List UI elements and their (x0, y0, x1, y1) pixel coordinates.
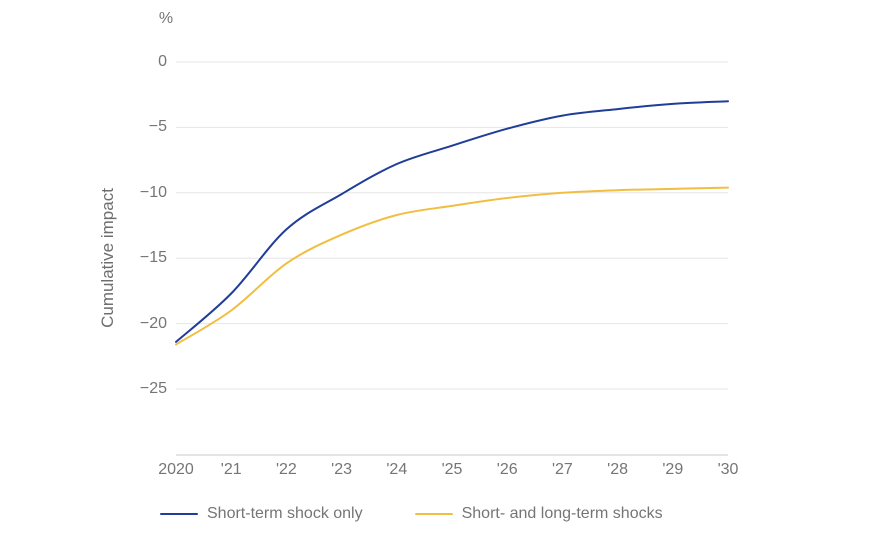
legend-label: Short-term shock only (207, 505, 363, 522)
y-tick-label: −5 (148, 118, 167, 136)
legend: Short-term shock only Short- and long-te… (160, 505, 663, 523)
x-tick-label: 2020 (158, 461, 194, 478)
legend-item-short-term: Short-term shock only (160, 505, 363, 523)
series-line-1 (175, 186, 729, 346)
y-tick-label: 0 (158, 53, 167, 70)
y-axis-title: Cumulative impact (98, 188, 117, 328)
x-tick-label: '30 (717, 461, 739, 478)
legend-swatch-blue-line (160, 513, 198, 515)
x-tick-label: '21 (220, 461, 242, 478)
y-tick-label: −20 (139, 314, 167, 332)
x-tick-label: '28 (607, 461, 629, 478)
y-tick-label: −25 (139, 380, 167, 397)
x-tick-label: '27 (551, 461, 573, 478)
gridlines (176, 61, 728, 390)
x-tick-label: '23 (331, 461, 353, 478)
x-tick-label: '22 (275, 461, 297, 478)
legend-item-short-and-long-term: Short- and long-term shocks (414, 505, 663, 523)
series-line-0 (175, 100, 729, 343)
x-tick-label: '25 (441, 461, 463, 478)
x-tick-label: '29 (662, 461, 684, 478)
y-tick-label: −15 (139, 249, 167, 267)
x-tick-label: '26 (496, 461, 518, 478)
y-axis-unit-label: % (158, 10, 174, 27)
legend-label: Short- and long-term shocks (461, 505, 663, 522)
legend-swatch-yellow-line (414, 513, 453, 515)
y-tick-label: −10 (139, 183, 167, 201)
x-tick-label: '24 (386, 461, 408, 478)
series-paths (175, 100, 729, 346)
